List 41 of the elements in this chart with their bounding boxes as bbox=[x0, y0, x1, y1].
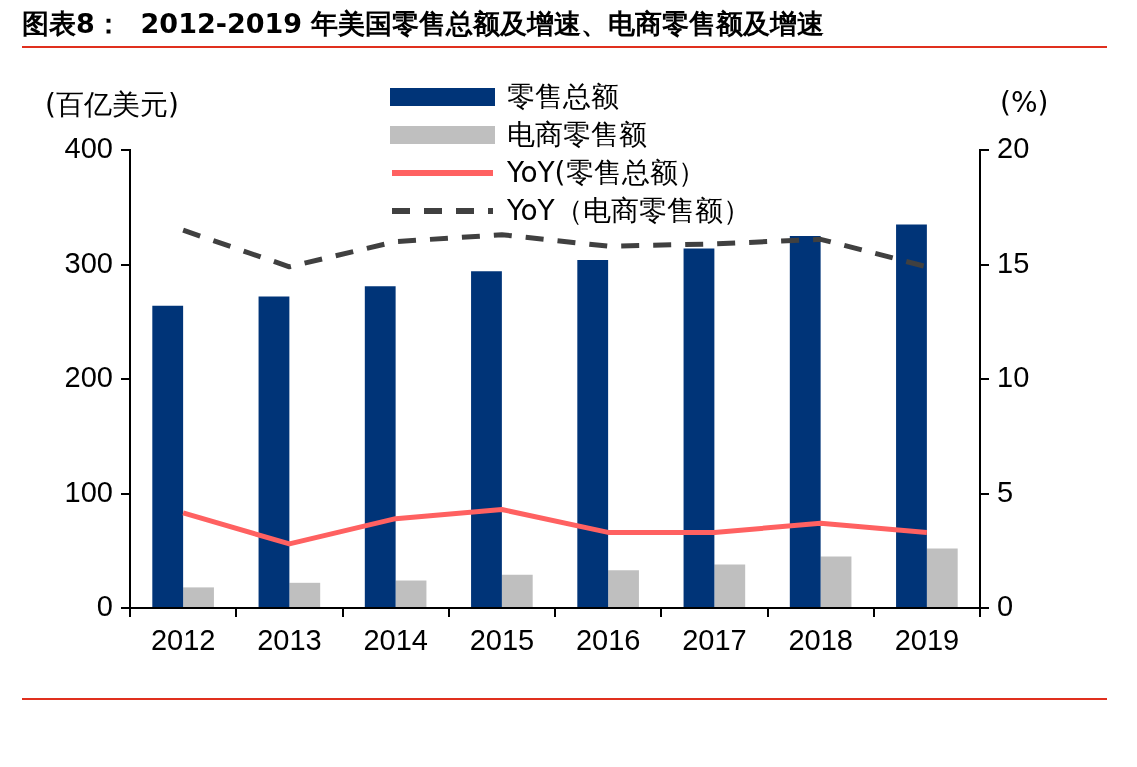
x-tick-label: 2016 bbox=[575, 624, 641, 657]
bar bbox=[820, 556, 852, 607]
bar bbox=[289, 582, 321, 607]
y2-tick-label: 5 bbox=[997, 475, 1014, 508]
legend-label: 电商零售额 bbox=[507, 117, 647, 153]
bar bbox=[683, 248, 715, 607]
bar bbox=[258, 296, 290, 607]
y-tick-label: 400 bbox=[64, 132, 113, 164]
x-tick-label: 2014 bbox=[363, 624, 428, 657]
y-tick-label: 200 bbox=[64, 361, 113, 393]
bar bbox=[152, 305, 184, 607]
y2-tick-label: 20 bbox=[997, 132, 1030, 164]
bar bbox=[714, 564, 746, 607]
legend-label: 零售总额 bbox=[507, 79, 619, 115]
y-tick-label: 100 bbox=[64, 475, 113, 508]
bar bbox=[183, 587, 214, 607]
bar bbox=[577, 259, 609, 607]
y2-tick-label: 15 bbox=[997, 246, 1030, 279]
bar bbox=[926, 548, 958, 607]
bar bbox=[501, 574, 533, 607]
x-tick-label: 2012 bbox=[150, 624, 216, 657]
bar bbox=[395, 580, 427, 607]
bar bbox=[789, 235, 821, 607]
y-tick-label: 300 bbox=[64, 246, 113, 279]
x-tick-label: 2013 bbox=[257, 624, 322, 657]
y2-axis-title: (%) bbox=[1000, 86, 1049, 119]
y2-tick-label: 0 bbox=[997, 590, 1014, 622]
y-axis-title: (百亿美元) bbox=[45, 87, 179, 123]
bar bbox=[608, 570, 639, 607]
x-tick-label: 2017 bbox=[682, 624, 747, 657]
bar bbox=[896, 224, 927, 607]
legend-label: YoY（电商零售额） bbox=[507, 193, 751, 229]
bar bbox=[471, 271, 502, 607]
x-tick-label: 2018 bbox=[788, 624, 853, 657]
y2-tick-label: 10 bbox=[997, 361, 1030, 393]
x-tick-label: 2019 bbox=[894, 624, 960, 657]
y-tick-label: 0 bbox=[96, 590, 113, 622]
bar bbox=[364, 286, 396, 607]
chart-title: 图表8： 2012-2019 年美国零售总额及增速、电商零售额及增速 bbox=[22, 7, 825, 41]
legend-label: YoY(零售总额） bbox=[507, 155, 706, 191]
x-tick-label: 2015 bbox=[469, 624, 535, 657]
